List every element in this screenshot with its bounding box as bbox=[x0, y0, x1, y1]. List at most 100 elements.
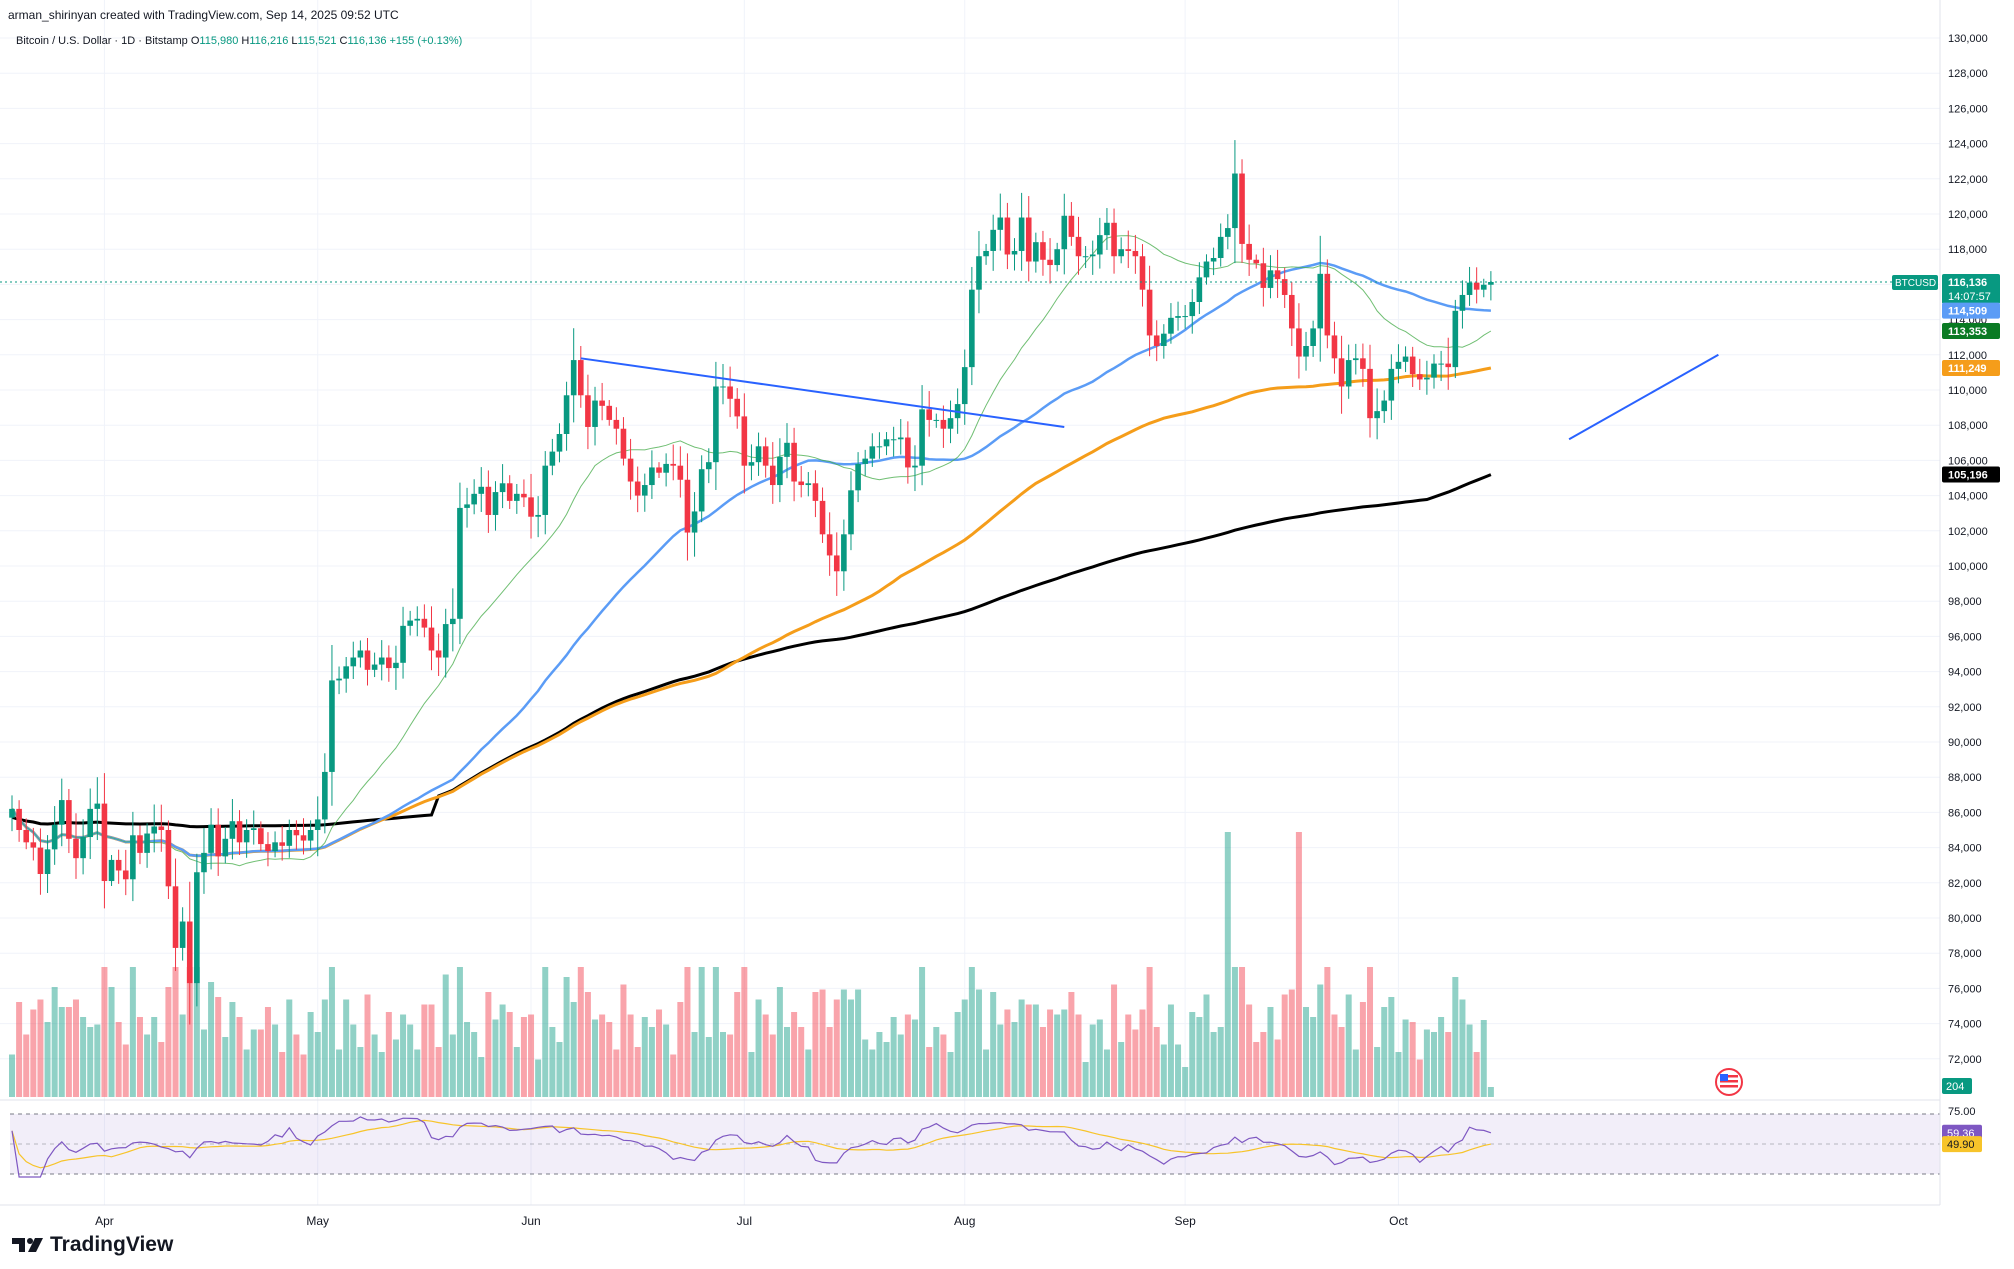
volume-bar bbox=[1445, 1032, 1452, 1097]
candle-body bbox=[656, 467, 662, 473]
volume-bar bbox=[1324, 967, 1331, 1097]
candle-body bbox=[1168, 317, 1174, 334]
volume-bar bbox=[94, 1024, 101, 1097]
x-tick-label: Jul bbox=[737, 1214, 752, 1228]
y-tick-label: 90,000 bbox=[1948, 737, 1982, 749]
y-tick-label: 102,000 bbox=[1948, 526, 1988, 538]
candle-body bbox=[265, 844, 271, 852]
tradingview-logo[interactable]: TradingView bbox=[12, 1233, 173, 1257]
candle-body bbox=[961, 367, 968, 405]
candle-body bbox=[258, 828, 264, 845]
symbol-title[interactable]: Bitcoin / U.S. Dollar · 1D · Bitstamp bbox=[16, 35, 188, 47]
volume-bar bbox=[1054, 1014, 1061, 1097]
candle-body bbox=[684, 479, 691, 533]
candle-body bbox=[549, 451, 556, 466]
candle-body bbox=[1438, 363, 1444, 365]
volume-bars bbox=[9, 832, 1494, 1097]
volume-bar bbox=[627, 1014, 634, 1097]
candle-body bbox=[705, 462, 712, 470]
candle-body bbox=[1011, 250, 1018, 255]
candle-body bbox=[542, 465, 549, 515]
volume-bar bbox=[1196, 1017, 1203, 1097]
volume-bar bbox=[968, 967, 975, 1097]
volume-bar bbox=[464, 1022, 471, 1097]
candle-body bbox=[677, 465, 684, 480]
volume-bar bbox=[37, 999, 44, 1097]
y-tick-label: 78,000 bbox=[1948, 948, 1982, 960]
volume-bar bbox=[1139, 1009, 1146, 1097]
candle-body bbox=[926, 409, 932, 420]
volume-bar bbox=[776, 987, 783, 1097]
volume-bar bbox=[1217, 1027, 1224, 1097]
volume-bar bbox=[705, 1037, 712, 1097]
volume-bar bbox=[286, 999, 293, 1097]
y-tick-label: 128,000 bbox=[1948, 68, 1988, 80]
volume-bar bbox=[321, 999, 328, 1097]
x-tick-label: Aug bbox=[954, 1214, 975, 1228]
candle-body bbox=[1274, 270, 1281, 280]
volume-bar bbox=[264, 1007, 271, 1097]
trendlines[interactable] bbox=[580, 353, 1719, 441]
candle-body bbox=[16, 808, 22, 830]
candle-body bbox=[769, 465, 776, 486]
candle-body bbox=[94, 803, 101, 809]
volume-bar bbox=[1118, 1042, 1125, 1097]
volume-bar bbox=[1459, 999, 1466, 1097]
y-tick-label: 122,000 bbox=[1948, 174, 1988, 186]
candle-body bbox=[940, 419, 947, 429]
close-value: 116,136 bbox=[347, 35, 387, 47]
volume-bar bbox=[677, 1002, 684, 1097]
volume-bar bbox=[577, 967, 584, 1097]
volume-bar bbox=[1359, 1002, 1366, 1097]
sma-tag bbox=[1942, 322, 2000, 339]
candle-body bbox=[1303, 346, 1309, 357]
candle-body bbox=[1061, 215, 1068, 250]
volume-bar bbox=[144, 1034, 151, 1097]
candle-body bbox=[108, 859, 115, 882]
volume-bar bbox=[1253, 1042, 1260, 1097]
candle-body bbox=[286, 830, 293, 846]
us-flag-icon[interactable] bbox=[1715, 1068, 1743, 1096]
candle-body bbox=[243, 830, 250, 843]
volume-bar bbox=[1345, 994, 1352, 1097]
volume-bar bbox=[648, 1027, 655, 1097]
volume-bar bbox=[947, 1052, 954, 1097]
candle-body bbox=[450, 618, 456, 625]
candle-body bbox=[378, 657, 385, 665]
candle-body bbox=[1203, 261, 1210, 278]
candle-body bbox=[905, 437, 911, 468]
candle-body bbox=[620, 428, 627, 459]
volume-bar bbox=[350, 1024, 357, 1097]
change-value: +155 (+0.13%) bbox=[389, 35, 463, 47]
candle-body bbox=[1253, 259, 1260, 264]
candle-body bbox=[1367, 368, 1373, 419]
volume-bar bbox=[741, 967, 748, 1097]
volume-bar bbox=[357, 1047, 364, 1097]
candle-body bbox=[179, 921, 186, 948]
y-tick-label: 72,000 bbox=[1948, 1054, 1982, 1066]
volume-bar bbox=[983, 1049, 990, 1097]
candle-body bbox=[862, 458, 868, 464]
open-label: O bbox=[190, 35, 200, 47]
volume-bar bbox=[1367, 967, 1374, 1097]
candles bbox=[9, 140, 1494, 1025]
candle-body bbox=[101, 803, 108, 882]
volume-bar bbox=[542, 967, 549, 1097]
candle-body bbox=[627, 458, 634, 482]
volume-bar bbox=[1487, 1087, 1494, 1097]
volume-bar bbox=[997, 1024, 1004, 1097]
candle-body bbox=[521, 493, 527, 498]
candle-body bbox=[599, 400, 605, 406]
volume-bar bbox=[80, 1017, 87, 1097]
candle-body bbox=[755, 446, 762, 463]
volume-bar bbox=[712, 967, 719, 1097]
volume-bar bbox=[222, 1037, 229, 1097]
candle-body bbox=[215, 824, 221, 857]
trendline bbox=[580, 357, 1065, 428]
volume-bar bbox=[1395, 1052, 1402, 1097]
candle-body bbox=[421, 618, 428, 628]
volume-bar bbox=[1423, 1029, 1430, 1097]
candle-body bbox=[698, 469, 705, 512]
volume-bar bbox=[307, 1012, 314, 1097]
